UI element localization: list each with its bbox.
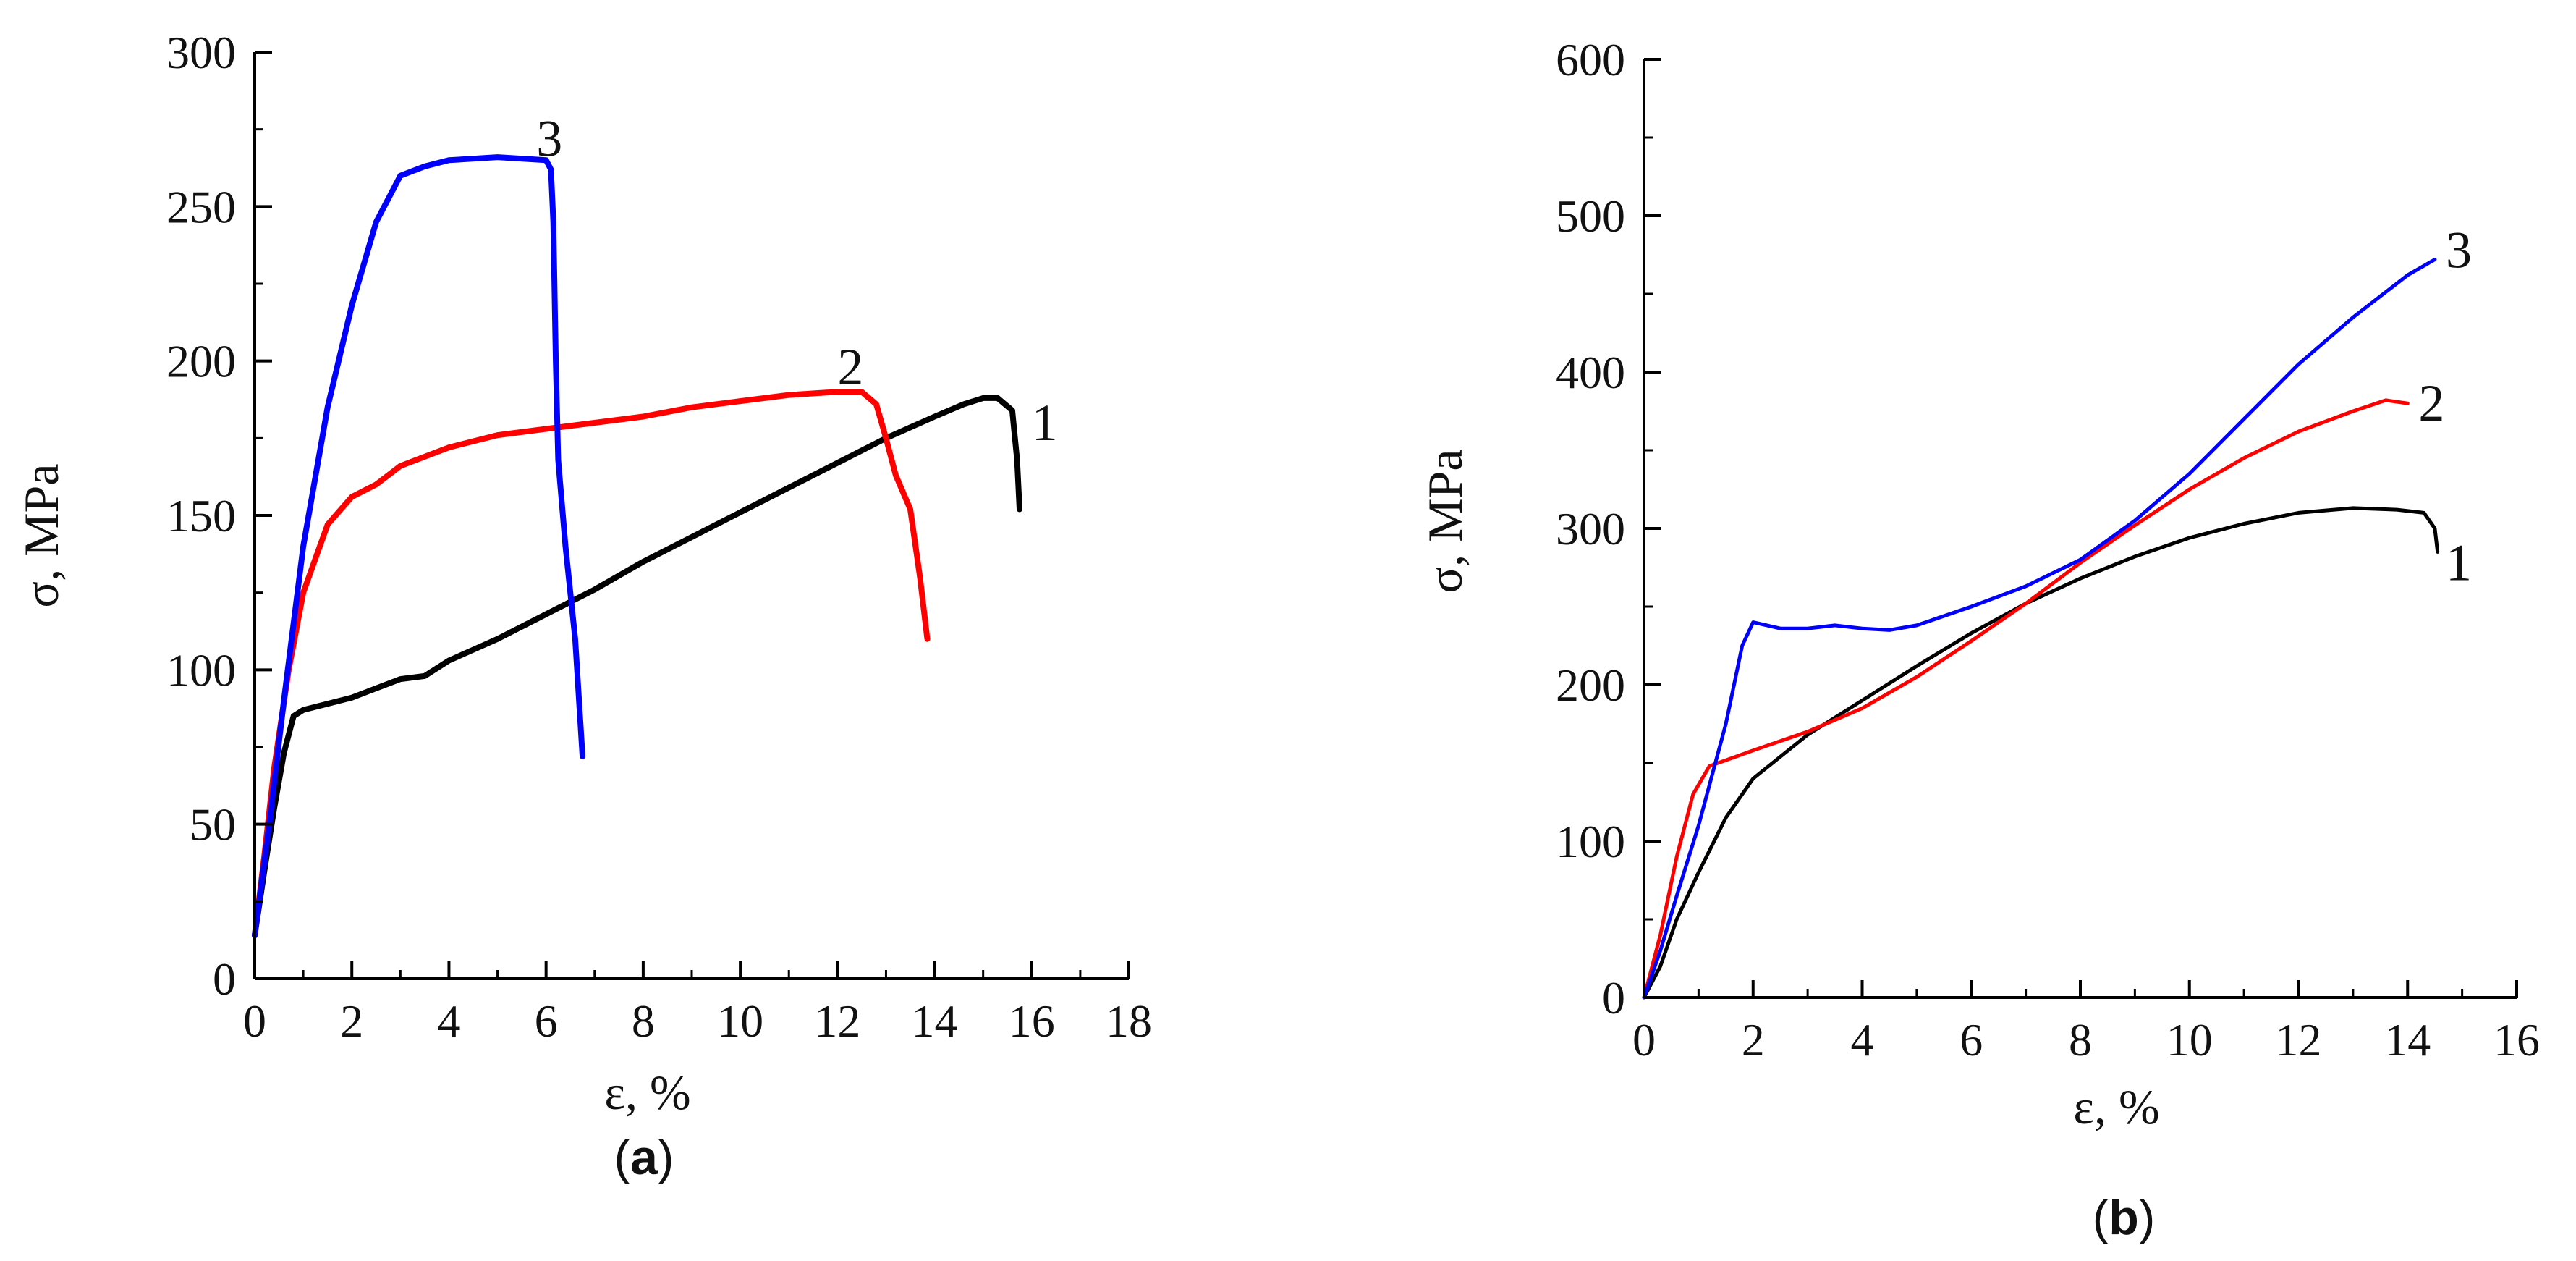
panel-b-x-tick-label: 2 [1742,1014,1765,1066]
panel-a-y-tick-label: 150 [166,490,236,541]
panel-b-xlabel: ε, % [2073,1079,2159,1134]
panel-a-x-tick-label: 12 [814,995,860,1047]
panel-a-labels: 1 2 3 [536,109,1058,452]
panel-a-series-2-line [252,389,931,939]
panel-b-series-1-line [1642,506,2440,1000]
panel-b-x-tick-label: 12 [2276,1014,2322,1066]
panel-a-x-tick-label: 18 [1106,995,1152,1047]
panel-b-y-tick-label: 500 [1556,190,1625,242]
panel-b-x-tick-label: 14 [2384,1014,2431,1066]
panel-a-x-tick-label: 10 [717,995,763,1047]
panel-b-series-2-line [1642,398,2410,1000]
panel-a-series-1-line [252,395,1022,939]
panel-a-y-tick-label: 200 [166,336,236,387]
panel-a-x-tick-label: 4 [437,995,460,1047]
panel-b-x-tick-label: 0 [1632,1014,1656,1066]
panel-b-y-tick-label: 400 [1556,347,1625,398]
panel-b-labels: 1 2 3 [2418,222,2472,592]
panel-b-series-2-label: 2 [2418,374,2444,432]
panel-a-series-3-line [252,154,585,939]
panel-a-x-tick-label: 0 [243,995,266,1047]
panel-a-x-tick-label: 2 [340,995,363,1047]
panel-b-x-tick-label: 10 [2166,1014,2213,1066]
panel-a-ylabel: σ, MPa [14,463,69,607]
panel-a-x-tick-label: 14 [912,995,958,1047]
panel-b-x-tick-label: 16 [2494,1014,2540,1066]
panel-a-x-tick-label: 6 [535,995,558,1047]
panel-b-caption: (b) [2093,1190,2156,1245]
panel-a-y-tick-label: 300 [166,27,236,78]
panel-b-x-tick-label: 8 [2069,1014,2092,1066]
panel-b-series-1-label: 1 [2446,534,2472,592]
panel-a-y-tick-label: 100 [166,644,236,696]
panel-b-series-3-label: 3 [2446,222,2472,279]
panel-a-series-1-label: 1 [1032,394,1058,452]
panel-b-y-tick-label: 100 [1556,816,1625,867]
panel-a-y-tick-label: 50 [190,799,236,851]
panel-a-series-2-label: 2 [837,338,863,396]
panel-a-series [252,154,1022,939]
panel-a-xlabel: ε, % [604,1065,690,1120]
panel-b-y-tick-label: 300 [1556,503,1625,554]
panel-a-series-3-label: 3 [536,109,562,167]
panel-b-x-tick-label: 6 [1959,1014,1983,1066]
panel-b-x-tick-label: 4 [1851,1014,1874,1066]
panel-b-y-tick-label: 200 [1556,659,1625,711]
panel-b-y-tick-label: 600 [1556,34,1625,85]
panel-b-series [1642,258,2440,1000]
panel-a-y-tick-label: 0 [213,953,236,1005]
panel-a-caption: (a) [614,1130,674,1185]
panel-b-ylabel: σ, MPa [1418,449,1473,593]
panel-a-x-tick-label: 16 [1009,995,1055,1047]
panel-b-series-3-line [1642,258,2437,1000]
panel-a-y-tick-label: 250 [166,181,236,232]
panel-a-x-tick-label: 8 [632,995,655,1047]
panel-b-y-tick-label: 0 [1602,972,1625,1024]
